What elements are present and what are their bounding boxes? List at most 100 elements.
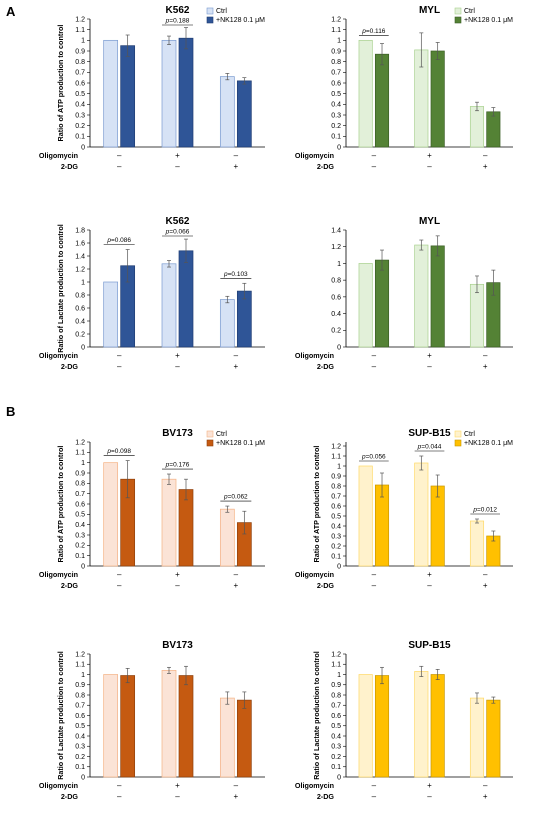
legend-label: Ctrl (464, 431, 475, 438)
condition-sign: – (117, 570, 122, 579)
y-tick-label: 0.5 (331, 723, 341, 730)
legend-label: Ctrl (216, 431, 227, 438)
y-tick-label: 0 (81, 563, 85, 570)
condition-sign: – (117, 351, 122, 360)
condition-sign: – (427, 581, 432, 590)
y-tick-label: 1.2 (75, 266, 85, 273)
y-tick-label: 0.8 (75, 59, 85, 66)
bar-nk128 (486, 699, 501, 778)
condition-sign: – (372, 781, 377, 790)
bar-ctrl (219, 299, 235, 348)
y-axis-label: Ratio of ATP production to control (56, 25, 65, 142)
bar-ctrl (414, 671, 429, 778)
y-tick-label: 0 (81, 344, 85, 351)
condition-sign: – (372, 792, 377, 801)
bar-ctrl (469, 520, 485, 567)
chart-title: MYL (419, 216, 440, 227)
y-tick-label: 1.2 (331, 16, 341, 23)
y-tick-label: 0.2 (331, 754, 341, 761)
condition-sign: + (427, 781, 432, 790)
y-tick-label: 1.2 (75, 439, 85, 446)
condition-label: Oligomycin (295, 151, 334, 160)
condition-sign: + (483, 162, 488, 171)
y-tick-label: 0.7 (331, 493, 341, 500)
y-tick-label: 1.2 (331, 244, 341, 251)
y-tick-label: 1 (81, 38, 85, 45)
p-value-label: p=0.012 (472, 507, 497, 514)
y-tick-label: 0.7 (331, 703, 341, 710)
bar-nk128 (486, 111, 501, 148)
condition-label: 2-DG (317, 162, 335, 171)
y-tick-label: 1 (81, 460, 85, 467)
bar-ctrl (469, 697, 485, 778)
legend-label: +NK128 0.1 μM (464, 17, 513, 24)
condition-sign: – (117, 781, 122, 790)
condition-sign: + (175, 570, 180, 579)
condition-label: 2-DG (61, 792, 79, 801)
condition-sign: + (233, 162, 238, 171)
condition-sign: + (483, 792, 488, 801)
condition-sign: + (233, 581, 238, 590)
bar-nk128 (178, 675, 194, 778)
y-tick-label: 1.2 (75, 16, 85, 23)
condition-label: 2-DG (61, 581, 79, 590)
condition-sign: – (117, 581, 122, 590)
p-value-label: p=0.062 (223, 494, 248, 501)
condition-sign: – (175, 362, 180, 371)
y-tick-label: 1.4 (331, 227, 341, 234)
y-tick-label: 0.6 (331, 713, 341, 720)
chart-5: BV173 0 0.1 0.2 0.3 0.4 0.5 0.6 0.7 0.8 0.9 1 1.1 1.2… (39, 428, 265, 590)
y-tick-label: 1.6 (75, 240, 85, 247)
bar-nk128 (374, 259, 390, 348)
condition-sign: + (427, 151, 432, 160)
condition-sign: – (372, 362, 377, 371)
condition-sign: – (372, 162, 377, 171)
condition-sign: + (427, 351, 432, 360)
y-tick-label: 1 (81, 279, 85, 286)
y-tick-label: 0.2 (75, 543, 85, 550)
bar-nk128 (120, 45, 136, 148)
y-tick-label: 0.5 (331, 513, 341, 520)
chart-title: MYL (419, 5, 440, 16)
chart-title: K562 (166, 5, 190, 16)
bar-nk128 (236, 80, 252, 148)
condition-sign: – (117, 162, 122, 171)
legend-label: +NK128 0.1 μM (216, 440, 265, 447)
y-axis-label: Ratio of Lactate production to control (56, 651, 65, 780)
bar-ctrl (414, 462, 429, 567)
bar-ctrl (219, 697, 235, 778)
y-tick-label: 0.6 (75, 305, 85, 312)
y-tick-label: 0.3 (75, 112, 85, 119)
y-tick-label: 0.4 (75, 318, 85, 325)
panel-letter-b: B (6, 404, 15, 419)
chart-3: K562 0 0.2 0.4 0.6 0.8 1 1.2 1.4 1.6 1.8 Ratio of L… (39, 216, 265, 371)
bar-nk128 (236, 290, 252, 348)
y-tick-label: 0.2 (75, 331, 85, 338)
condition-sign: + (175, 151, 180, 160)
y-tick-label: 0.8 (75, 481, 85, 488)
condition-label: 2-DG (61, 362, 79, 371)
legend-label: Ctrl (464, 8, 475, 15)
legend-swatch (206, 439, 214, 447)
y-tick-label: 1 (337, 38, 341, 45)
condition-sign: – (427, 792, 432, 801)
y-tick-label: 1.2 (331, 651, 341, 658)
bar-nk128 (430, 485, 445, 567)
condition-sign: – (175, 162, 180, 171)
y-tick-label: 0.9 (331, 473, 341, 480)
y-tick-label: 0.5 (75, 723, 85, 730)
bar-nk128 (178, 489, 194, 567)
charts-container: K562 0 0.1 0.2 0.3 0.4 0.5 0.6 0.7 0.8 0.9 1 1.1 1.2 R… (39, 5, 513, 801)
condition-sign: – (372, 581, 377, 590)
y-tick-label: 0.1 (331, 553, 341, 560)
legend-swatch (206, 7, 214, 15)
condition-sign: – (483, 151, 488, 160)
y-tick-label: 0.5 (75, 512, 85, 519)
y-axis-label: Ratio of Lactate production to control (56, 224, 65, 353)
y-tick-label: 0.9 (331, 682, 341, 689)
legend-swatch (206, 430, 214, 438)
bar-ctrl (469, 283, 485, 348)
y-tick-label: 1 (337, 672, 341, 679)
p-value-label: p=0.044 (417, 444, 442, 451)
